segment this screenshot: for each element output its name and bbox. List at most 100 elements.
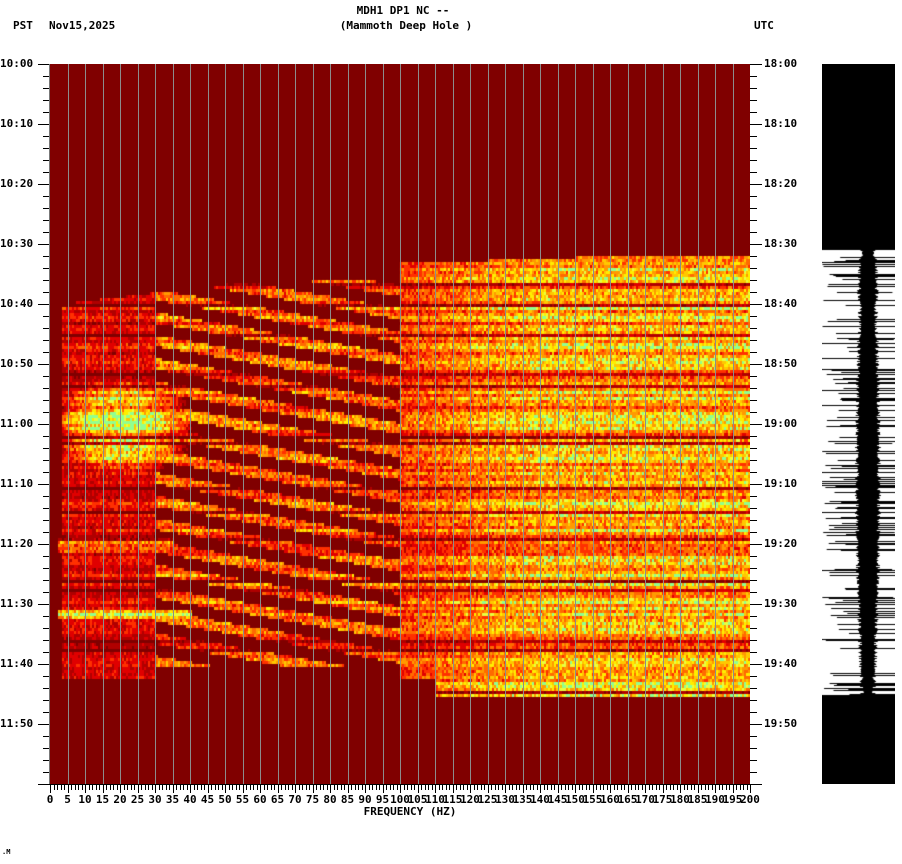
minor-tick <box>82 784 83 790</box>
minor-tick <box>750 628 757 629</box>
major-tick <box>330 784 331 793</box>
major-tick <box>313 784 314 793</box>
minor-tick <box>148 784 149 790</box>
minor-tick <box>750 196 757 197</box>
minor-tick <box>750 316 757 317</box>
major-tick <box>155 784 156 793</box>
frequency-label: 85 <box>340 793 355 806</box>
minor-tick <box>649 784 650 790</box>
minor-tick <box>43 772 50 773</box>
minor-tick <box>554 784 555 790</box>
minor-tick <box>750 100 757 101</box>
minor-tick <box>43 712 50 713</box>
minor-tick <box>43 688 50 689</box>
minor-tick <box>43 280 50 281</box>
minor-tick <box>43 652 50 653</box>
minor-tick <box>320 784 321 790</box>
minor-tick <box>145 784 146 790</box>
major-tick <box>38 244 50 245</box>
minor-tick <box>390 784 391 790</box>
frequency-label: 130 <box>495 793 515 806</box>
minor-tick <box>197 784 198 790</box>
minor-tick <box>670 784 671 790</box>
right-time-label: 18:00 <box>764 57 798 70</box>
minor-tick <box>43 376 50 377</box>
frequency-label: 10 <box>78 793 92 806</box>
minor-tick <box>750 412 757 413</box>
minor-tick <box>750 400 757 401</box>
minor-tick <box>750 88 757 89</box>
major-tick <box>610 784 611 793</box>
major-tick <box>453 784 454 793</box>
minor-tick <box>477 784 478 790</box>
minor-tick <box>246 784 247 790</box>
seismogram-trace <box>822 64 895 784</box>
major-tick <box>38 604 50 605</box>
minor-tick <box>750 772 757 773</box>
right-time-label: 19:30 <box>764 597 798 610</box>
minor-tick <box>218 784 219 790</box>
minor-tick <box>285 784 286 790</box>
major-tick <box>558 784 559 793</box>
minor-tick <box>43 556 50 557</box>
right-time-label: 18:40 <box>764 297 798 310</box>
minor-tick <box>376 784 377 790</box>
minor-tick <box>425 784 426 790</box>
frequency-label: 145 <box>547 793 568 806</box>
left-time-label: 11:40 <box>0 657 34 670</box>
minor-tick <box>274 784 275 790</box>
minor-tick <box>43 148 50 149</box>
major-tick <box>488 784 489 793</box>
minor-tick <box>141 784 142 790</box>
minor-tick <box>750 760 757 761</box>
minor-tick <box>316 784 317 790</box>
left-time-label: 10:50 <box>0 357 34 370</box>
minor-tick <box>292 784 293 790</box>
minor-tick <box>267 784 268 790</box>
minor-tick <box>43 388 50 389</box>
major-tick <box>173 784 174 793</box>
minor-tick <box>673 784 674 790</box>
minor-tick <box>43 580 50 581</box>
minor-tick <box>43 736 50 737</box>
major-tick <box>750 724 762 725</box>
frequency-label: 0 <box>46 793 54 806</box>
minor-tick <box>43 292 50 293</box>
frequency-label: 30 <box>148 793 162 806</box>
minor-tick <box>516 784 517 790</box>
minor-tick <box>117 784 118 790</box>
minor-tick <box>43 220 50 221</box>
major-tick <box>120 784 121 793</box>
major-tick <box>750 544 762 545</box>
right-time-label: 19:00 <box>764 417 798 430</box>
frequency-label: 20 <box>113 793 127 806</box>
frequency-label: 100 <box>390 793 410 806</box>
minor-tick <box>750 436 757 437</box>
minor-tick <box>750 676 757 677</box>
minor-tick <box>43 340 50 341</box>
major-tick <box>400 784 401 793</box>
minor-tick <box>43 160 50 161</box>
minor-tick <box>712 784 713 790</box>
minor-tick <box>750 388 757 389</box>
minor-tick <box>565 784 566 790</box>
minor-tick <box>460 784 461 790</box>
minor-tick <box>183 784 184 790</box>
minor-tick <box>404 784 405 790</box>
major-tick <box>715 784 716 793</box>
minor-tick <box>572 784 573 790</box>
minor-tick <box>624 784 625 790</box>
minor-tick <box>743 784 744 790</box>
minor-tick <box>204 784 205 790</box>
minor-tick <box>180 784 181 790</box>
minor-tick <box>43 136 50 137</box>
minor-tick <box>750 496 757 497</box>
major-tick <box>698 784 699 793</box>
major-tick <box>38 124 50 125</box>
minor-tick <box>750 352 757 353</box>
minor-tick <box>638 784 639 790</box>
frequency-label: 170 <box>635 793 655 806</box>
minor-tick <box>393 784 394 790</box>
right-time-label: 18:30 <box>764 237 798 250</box>
minor-tick <box>75 784 76 790</box>
